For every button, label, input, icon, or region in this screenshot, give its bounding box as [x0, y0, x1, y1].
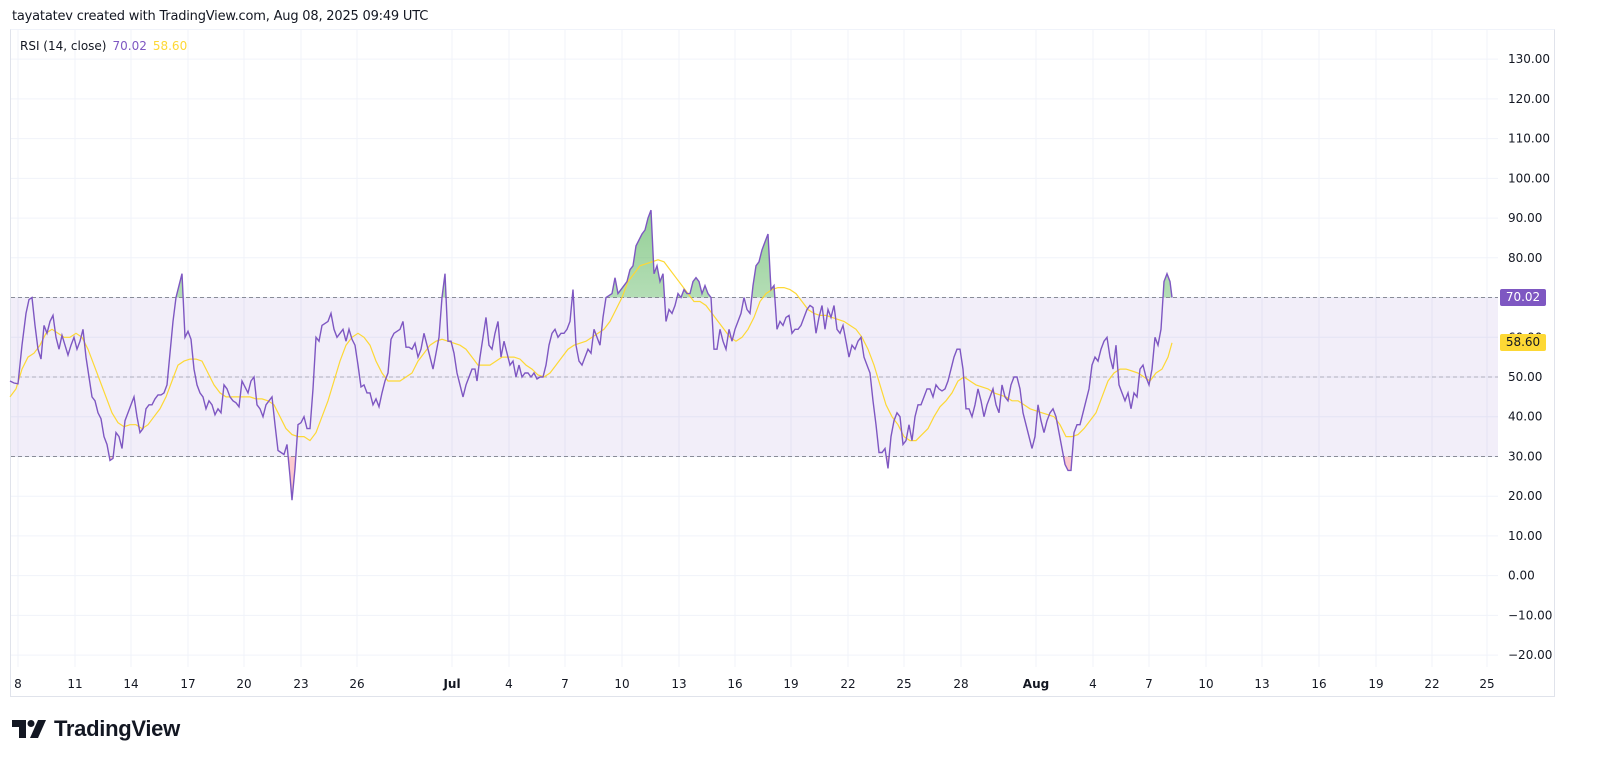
- tradingview-logo[interactable]: TradingView: [12, 716, 180, 742]
- x-tick-label: 7: [1145, 677, 1153, 691]
- y-tick-label: 40.00: [1508, 410, 1542, 424]
- ma-line: [9, 259, 1173, 442]
- x-tick-label: 13: [671, 677, 686, 691]
- x-tick-label: 14: [123, 677, 138, 691]
- indicator-title: RSI (14, close): [20, 39, 107, 53]
- x-tick-label: 25: [1479, 677, 1494, 691]
- y-tick-label: 0.00: [1508, 569, 1535, 583]
- rsi-price-badge: 70.02: [1500, 289, 1546, 306]
- y-tick-label: 30.00: [1508, 449, 1542, 463]
- x-tick-label: 28: [953, 677, 968, 691]
- ma-value: 58.60: [152, 39, 188, 53]
- x-tick-label: Aug: [1023, 677, 1049, 691]
- x-tick-label: 19: [1368, 677, 1383, 691]
- y-tick-label: 10.00: [1508, 529, 1542, 543]
- x-tick-label: 10: [614, 677, 629, 691]
- x-tick-label: 17: [180, 677, 195, 691]
- x-tick-label: 23: [293, 677, 308, 691]
- x-tick-label: 8: [14, 677, 22, 691]
- y-tick-label: 50.00: [1508, 370, 1542, 384]
- x-tick-label: 22: [1424, 677, 1439, 691]
- tradingview-logo-icon: [12, 720, 46, 738]
- ma-price-badge: 58.60: [1500, 334, 1546, 351]
- attribution-header: tayatatev created with TradingView.com, …: [12, 9, 429, 24]
- y-tick-label: 100.00: [1508, 171, 1550, 185]
- y-tick-label: 90.00: [1508, 211, 1542, 225]
- x-tick-label: 25: [896, 677, 911, 691]
- rsi-value: 70.02: [112, 39, 147, 53]
- x-tick-label: 22: [840, 677, 855, 691]
- x-tick-label: 20: [236, 677, 251, 691]
- y-tick-label: 110.00: [1508, 132, 1550, 146]
- indicator-legend[interactable]: RSI (14, close) 70.02 58.60: [20, 39, 187, 53]
- x-tick-label: 4: [505, 677, 513, 691]
- price-axis[interactable]: 130.00120.00110.00100.0090.0080.0060.005…: [1508, 52, 1552, 662]
- y-tick-label: 120.00: [1508, 92, 1550, 106]
- x-tick-label: 13: [1254, 677, 1269, 691]
- x-tick-label: 16: [1311, 677, 1326, 691]
- rsi-line: [9, 209, 1173, 501]
- x-tick-label: 4: [1089, 677, 1097, 691]
- time-axis[interactable]: 8 11 14 17 20 23 26 Jul 4 7 10 13 16 19 22 25 28 Aug 4 7 10 1…: [14, 677, 1494, 691]
- y-tick-label: −20.00: [1508, 648, 1552, 662]
- x-tick-label: 16: [727, 677, 742, 691]
- y-tick-label: 130.00: [1508, 52, 1550, 66]
- y-tick-label: −10.00: [1508, 608, 1552, 622]
- band-lines: [11, 297, 1498, 457]
- chart-frame: [10, 29, 1555, 697]
- x-tick-label: 26: [349, 677, 364, 691]
- x-tick-label: 11: [67, 677, 82, 691]
- y-tick-label: 20.00: [1508, 489, 1542, 503]
- x-tick-label: 19: [783, 677, 798, 691]
- y-tick-label: 80.00: [1508, 251, 1542, 265]
- x-tick-label: 7: [561, 677, 569, 691]
- x-tick-label: Jul: [442, 677, 460, 691]
- brand-name: TradingView: [54, 716, 180, 741]
- x-tick-label: 10: [1198, 677, 1213, 691]
